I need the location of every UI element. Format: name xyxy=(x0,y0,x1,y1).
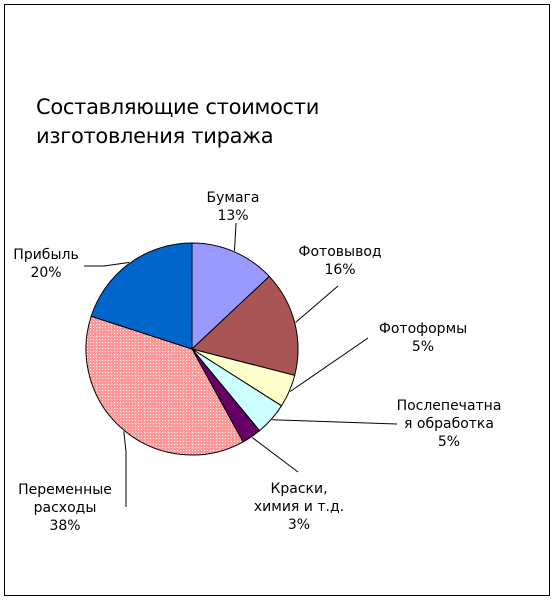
slice-name: Фотовывод xyxy=(298,244,382,260)
leader-line-bumaga xyxy=(233,222,237,251)
leader-line-fotoformy xyxy=(289,337,369,392)
slice-label-kraski: Краски, химия и т.д. 3% xyxy=(244,480,354,534)
slice-name: Прибыль xyxy=(13,247,79,263)
chart-title-line-1: Составляющие стоимости xyxy=(36,95,320,119)
slice-value: 16% xyxy=(324,262,356,278)
slice-name: Бумага xyxy=(206,190,260,206)
slice-label-bumaga: Бумага 13% xyxy=(200,189,266,225)
slice-label-fotoformy: Фотоформы 5% xyxy=(368,320,478,356)
pie-slice-pribyl xyxy=(90,242,193,350)
slice-name-line-1: Переменные xyxy=(18,482,112,498)
chart-title-line-2: изготовления тиража xyxy=(36,124,274,148)
slice-label-fotovyvod: Фотовывод 16% xyxy=(290,243,390,279)
pie-slice-fotovyvod xyxy=(190,275,299,376)
slice-label-pribyl: Прибыль 20% xyxy=(8,246,84,282)
slice-name-line-2: химия и т.д. xyxy=(253,499,345,515)
slice-label-peremennye: Переменные расходы 38% xyxy=(10,481,120,535)
slice-name: Фотоформы xyxy=(378,321,468,337)
pie-slice-bumaga xyxy=(191,242,270,351)
leader-line-poslepechatnaya xyxy=(272,419,398,425)
leader-line-peremennye xyxy=(123,431,127,507)
slice-value: 5% xyxy=(411,339,435,355)
slice-value: 3% xyxy=(287,517,311,533)
chart-title: Составляющие стоимости изготовления тира… xyxy=(36,93,319,151)
slice-name-line-2: расходы xyxy=(33,500,97,516)
leader-line-pribyl xyxy=(84,261,130,267)
slice-name-line-1: Краски, xyxy=(270,481,328,497)
slice-value: 5% xyxy=(437,434,461,450)
leader-line-fotovyvod xyxy=(295,285,339,323)
slice-value: 20% xyxy=(30,265,62,281)
slice-value: 38% xyxy=(49,518,81,534)
leader-line-kraski xyxy=(251,437,299,473)
slice-name-line-2: я обработка xyxy=(404,416,494,432)
pie-slice-peremennye xyxy=(85,315,244,456)
slice-name-line-1: Послепечатна xyxy=(396,398,502,414)
slice-label-poslepechatnaya: Послепечатна я обработка 5% xyxy=(392,397,506,451)
slice-value: 13% xyxy=(217,208,249,224)
